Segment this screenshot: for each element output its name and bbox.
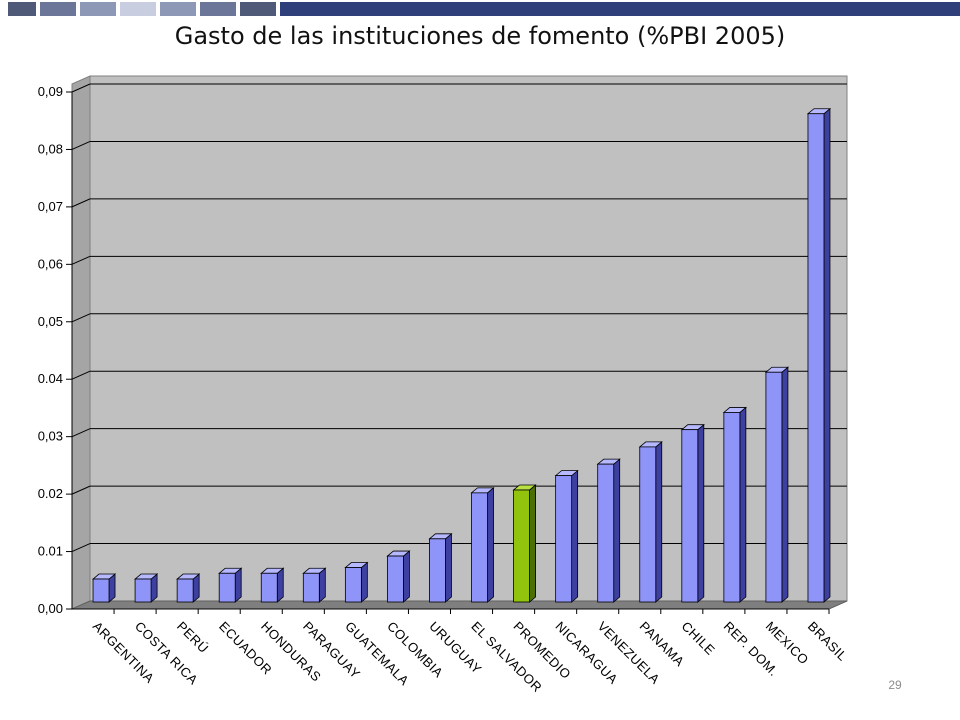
- bar-side: [655, 441, 663, 603]
- plot-area: [71, 75, 848, 610]
- bar-front: [429, 538, 446, 603]
- bar-brasil: [806, 107, 832, 603]
- bar-front: [597, 463, 615, 603]
- bar-side: [781, 366, 789, 603]
- bar-rep-dom: [722, 406, 747, 603]
- header-bar-segment-1: [8, 2, 36, 16]
- bar-costa-rica: [133, 573, 159, 603]
- y-tick-label: 0,08: [38, 141, 63, 156]
- gridline-side: [71, 543, 91, 553]
- bar-front: [176, 578, 194, 603]
- bar-front: [218, 572, 236, 603]
- bar-front: [92, 578, 110, 603]
- gridline-side: [71, 485, 91, 495]
- y-tick-label: 0.01: [38, 544, 63, 559]
- bar-honduras: [260, 567, 285, 603]
- x-tick-label: BRASIL: [805, 619, 850, 664]
- bar-side: [276, 567, 284, 603]
- bar-side: [445, 532, 452, 603]
- bar-side: [487, 487, 494, 603]
- header-bar-segment-8: [280, 2, 960, 16]
- bar-paraguay: [302, 567, 327, 603]
- gridlines: [71, 83, 847, 553]
- bar-argentina: [91, 573, 117, 603]
- side-wall: [71, 75, 91, 610]
- x-tick-label: CHILE: [679, 619, 718, 658]
- y-axis: 0,00 0.01 0.02 0,03 0.04 0,05 0,06 0,07 0,08 0,09: [38, 84, 73, 616]
- bar-ecuador: [218, 567, 243, 603]
- header-bar-segment-6: [200, 2, 236, 16]
- header-decoration-bar: [0, 2, 960, 16]
- chart-title: Gasto de las instituciones de fomento (%…: [174, 22, 786, 50]
- bar-front: [807, 113, 825, 603]
- bar-front: [387, 555, 404, 603]
- gridline-side: [71, 255, 91, 265]
- bar-panama: [638, 441, 663, 603]
- y-tick-label: 0,06: [38, 256, 63, 271]
- bar-uruguay: [428, 532, 453, 603]
- bar-front: [681, 429, 699, 603]
- header-bar-segment-3: [80, 2, 116, 16]
- bar-front: [344, 567, 362, 603]
- bar-venezuela: [596, 458, 621, 603]
- back-wall: [89, 75, 848, 602]
- bar-front: [134, 578, 152, 603]
- bar-front: [723, 412, 741, 603]
- bar-front: [260, 572, 278, 603]
- y-tick-label: 0.04: [38, 371, 63, 386]
- gridline-side: [71, 198, 91, 208]
- gridline-side: [71, 428, 91, 438]
- bar-side: [571, 469, 579, 603]
- bar-side: [234, 567, 242, 603]
- bar-el-salvador: [470, 487, 495, 603]
- bar-side: [360, 561, 368, 603]
- bar-nicaragua: [554, 469, 579, 603]
- bar-side: [318, 567, 326, 603]
- y-tick-label: 0.02: [38, 486, 63, 501]
- gridline-side: [71, 83, 91, 93]
- bar-front: [555, 475, 573, 603]
- bar-front: [639, 446, 657, 603]
- page-number: 29: [888, 678, 902, 692]
- bar-side: [403, 550, 410, 603]
- bar-side: [529, 484, 536, 603]
- bar-front: [765, 371, 783, 603]
- bar-promedio: [512, 484, 537, 603]
- x-tick-label: PERÚ: [174, 619, 212, 657]
- gridline-side: [71, 370, 91, 380]
- bar-front: [513, 489, 530, 603]
- gridline-side: [71, 140, 91, 150]
- header-bar-segment-5: [160, 2, 196, 16]
- header-bar-segment-7: [240, 2, 276, 16]
- bars: [91, 107, 832, 603]
- bar-side: [697, 423, 705, 603]
- y-tick-label: 0,05: [38, 314, 63, 329]
- bar-chile: [680, 423, 705, 603]
- gridline-side: [71, 313, 91, 323]
- bar-side: [739, 406, 747, 603]
- header-bar-segment-4: [120, 2, 156, 16]
- y-tick-label: 0,09: [38, 84, 63, 99]
- bar-side: [613, 458, 621, 603]
- bar-mexico: [764, 366, 790, 603]
- y-tick-label: 0,03: [38, 429, 63, 444]
- bar-colombia: [386, 550, 411, 603]
- bar-front: [302, 572, 320, 603]
- header-bar-segment-2: [40, 2, 76, 16]
- bar-side: [823, 107, 831, 603]
- bar-per: [176, 573, 201, 603]
- bar-front: [471, 492, 488, 603]
- bar-guatemala: [344, 561, 369, 603]
- y-tick-label: 0,00: [38, 601, 63, 616]
- y-tick-label: 0,07: [38, 199, 63, 214]
